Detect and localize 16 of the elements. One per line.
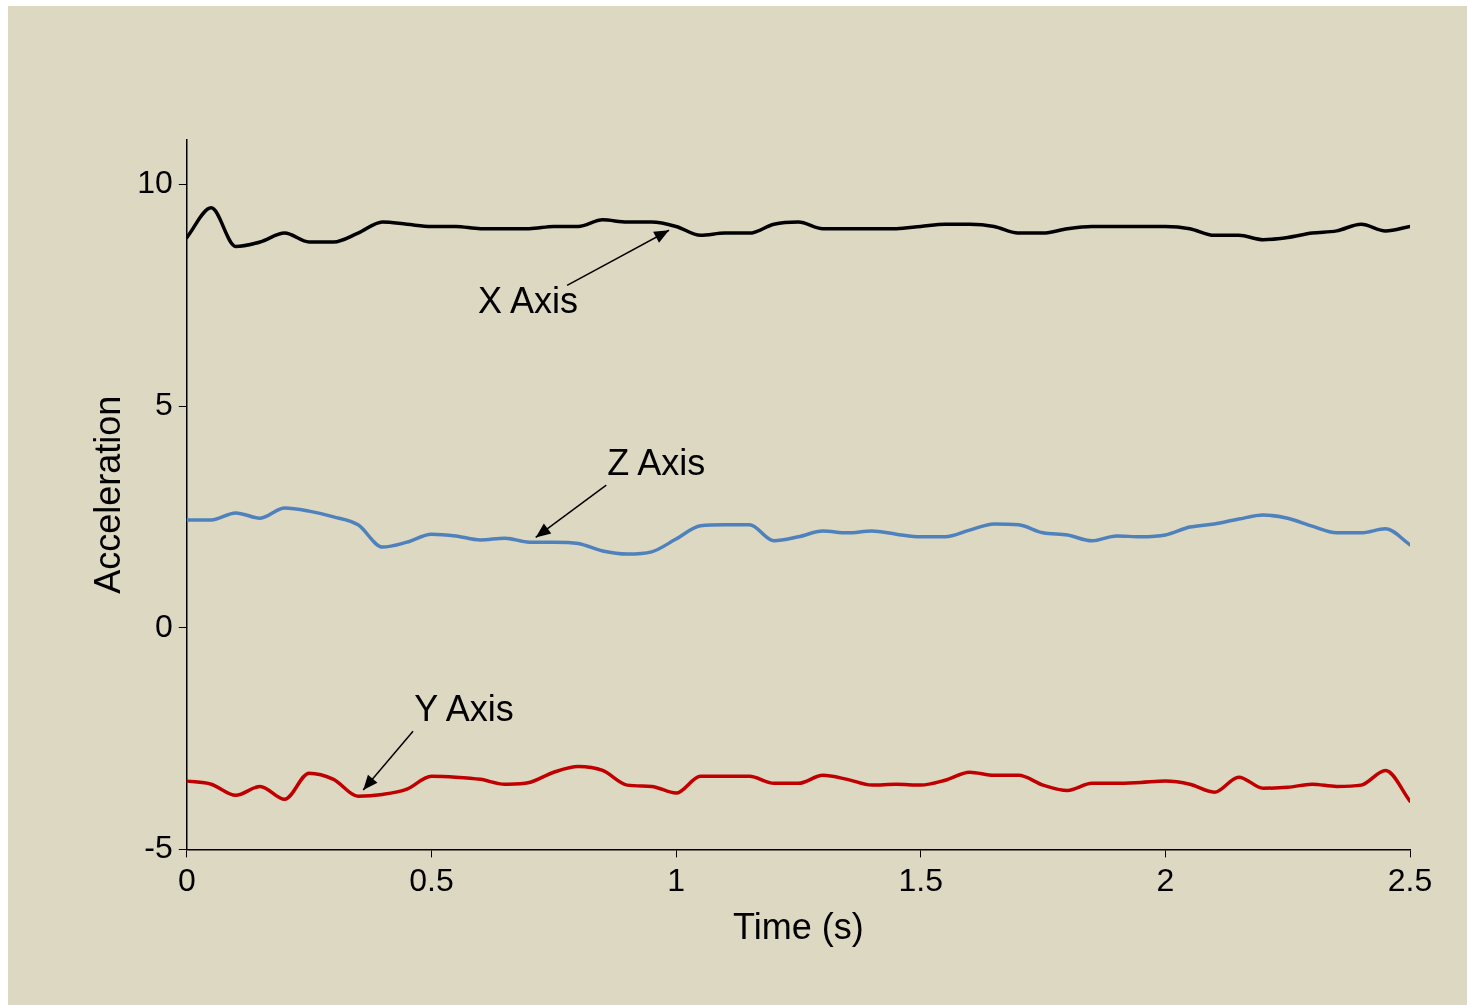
annotation: Y Axis [414,688,514,730]
x-tick-label: 2 [1156,862,1175,899]
x-tick-label: 1.5 [898,862,943,899]
y-tick-label: 0 [155,607,173,644]
annotation: Z Axis [607,442,706,484]
y-axis-title: Acceleration [86,395,128,594]
y-tick-label: 5 [155,385,173,422]
annotation: X Axis [478,280,579,322]
y-tick-label: -5 [144,829,173,866]
y-tick-label: 10 [137,164,173,201]
x-tick-label: 0.5 [409,862,454,899]
x-axis-title: Time (s) [733,906,864,948]
x-tick-label: 2.5 [1387,862,1433,899]
x-tick-label: 1 [667,862,685,899]
line-series [186,764,1410,803]
line-series [186,506,1410,556]
